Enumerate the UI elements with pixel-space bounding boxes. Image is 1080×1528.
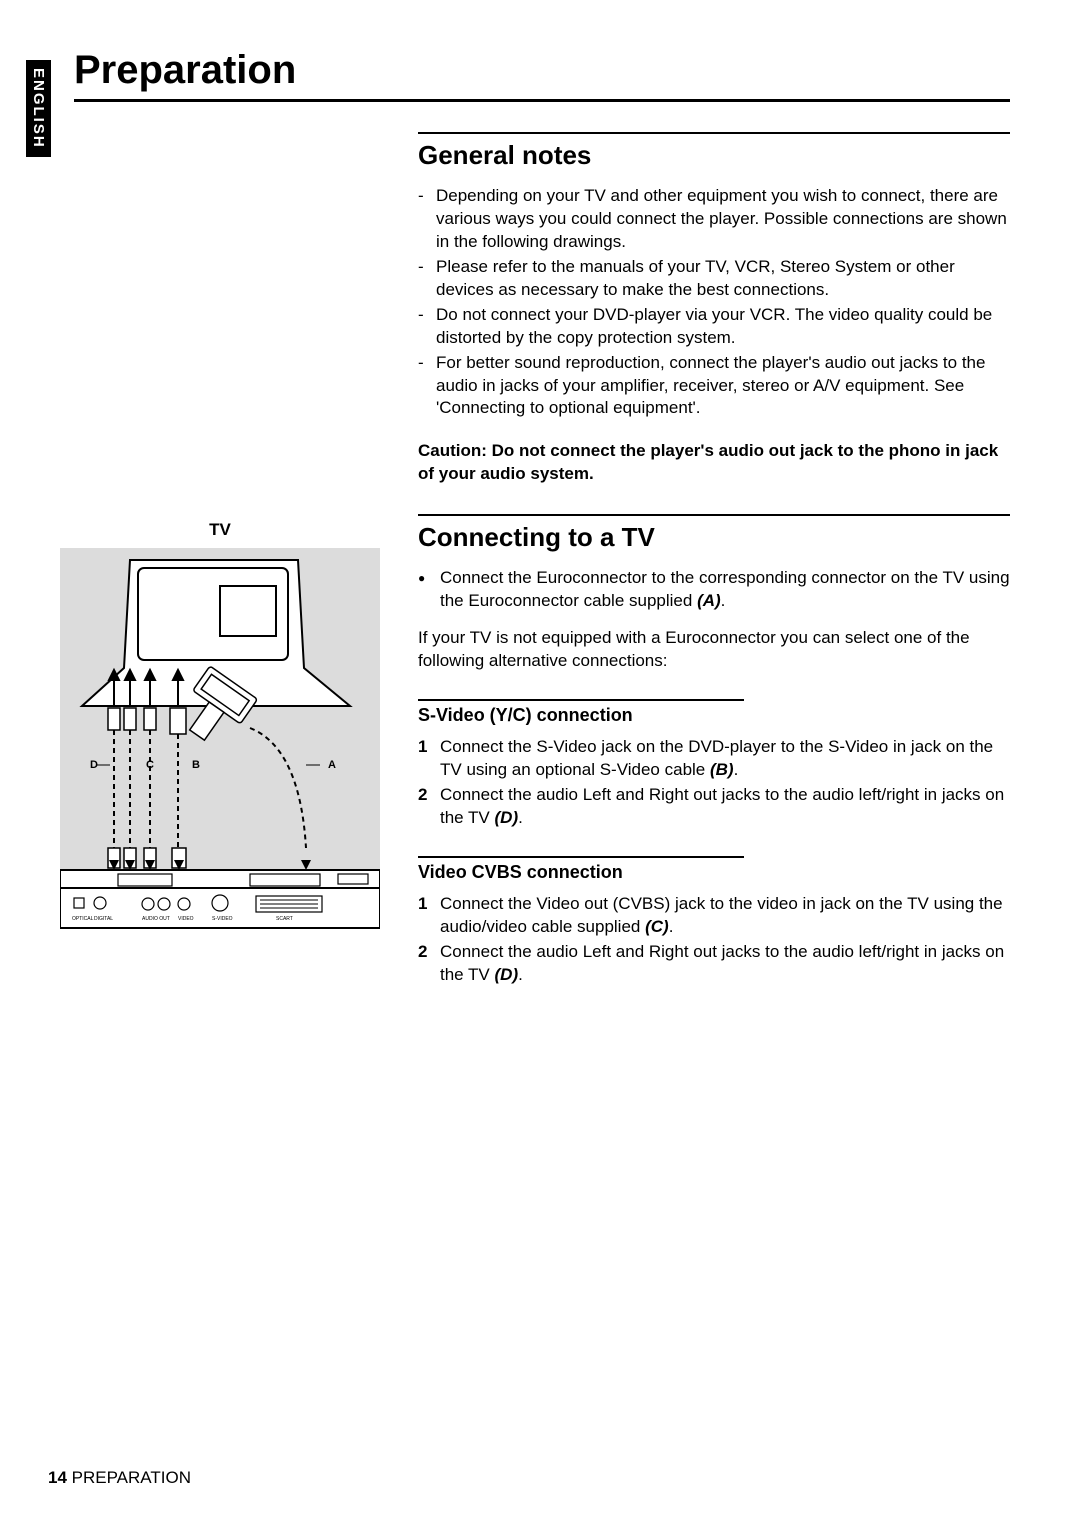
connection-diagram: TV D bbox=[60, 520, 380, 950]
list-item: Connect the audio Left and Right out jac… bbox=[418, 941, 1010, 987]
list-item: Connect the audio Left and Right out jac… bbox=[418, 784, 1010, 830]
diagram-svg: D C B A bbox=[60, 548, 380, 948]
diagram-tv-label: TV bbox=[60, 520, 380, 540]
general-notes-heading: General notes bbox=[418, 132, 1010, 171]
svg-text:VIDEO: VIDEO bbox=[178, 916, 194, 922]
caution-text: Caution: Do not connect the player's aud… bbox=[418, 440, 1010, 486]
cable-ref: (D) bbox=[495, 965, 519, 984]
cable-label-b: B bbox=[192, 759, 200, 771]
svg-text:S-VIDEO: S-VIDEO bbox=[212, 916, 233, 922]
list-item: Connect the Video out (CVBS) jack to the… bbox=[418, 893, 1010, 939]
cable-ref: (B) bbox=[710, 760, 734, 779]
item-tail: . bbox=[734, 760, 739, 779]
svideo-list: Connect the S-Video jack on the DVD-play… bbox=[418, 736, 1010, 830]
item-text: Connect the audio Left and Right out jac… bbox=[440, 942, 1004, 984]
content-column: General notes Depending on your TV and o… bbox=[418, 132, 1010, 987]
cable-ref: (A) bbox=[697, 591, 721, 610]
connecting-tv-heading: Connecting to a TV bbox=[418, 514, 1010, 553]
cvbs-list: Connect the Video out (CVBS) jack to the… bbox=[418, 893, 1010, 987]
list-item: Connect the S-Video jack on the DVD-play… bbox=[418, 736, 1010, 782]
footer-section: PREPARATION bbox=[67, 1468, 191, 1487]
page-footer: 14 PREPARATION bbox=[48, 1468, 191, 1488]
cvbs-heading: Video CVBS connection bbox=[418, 856, 744, 883]
item-tail: . bbox=[518, 965, 523, 984]
list-item: Please refer to the manuals of your TV, … bbox=[418, 256, 1010, 302]
cable-ref: (C) bbox=[645, 917, 669, 936]
svg-text:DIGITAL: DIGITAL bbox=[94, 916, 113, 922]
cable-label-a: A bbox=[328, 759, 336, 771]
language-tab: ENGLISH bbox=[26, 60, 51, 157]
item-tail: . bbox=[721, 591, 726, 610]
svg-text:OPTICAL: OPTICAL bbox=[72, 916, 94, 922]
page-title: Preparation bbox=[74, 48, 1010, 102]
svg-text:SCART: SCART bbox=[276, 916, 293, 922]
item-text: Connect the audio Left and Right out jac… bbox=[440, 785, 1004, 827]
list-item: Do not connect your DVD-player via your … bbox=[418, 304, 1010, 350]
list-item: For better sound reproduction, connect t… bbox=[418, 352, 1010, 421]
item-text: Connect the Video out (CVBS) jack to the… bbox=[440, 894, 1003, 936]
alternative-para: If your TV is not equipped with a Euroco… bbox=[418, 627, 1010, 673]
page-number: 14 bbox=[48, 1468, 67, 1487]
svideo-heading: S-Video (Y/C) connection bbox=[418, 699, 744, 726]
list-item: Connect the Euroconnector to the corresp… bbox=[418, 567, 1010, 613]
euroconnector-list: Connect the Euroconnector to the corresp… bbox=[418, 567, 1010, 613]
cable-ref: (D) bbox=[495, 808, 519, 827]
item-tail: . bbox=[669, 917, 674, 936]
list-item: Depending on your TV and other equipment… bbox=[418, 185, 1010, 254]
svg-text:AUDIO OUT: AUDIO OUT bbox=[142, 916, 170, 922]
item-tail: . bbox=[518, 808, 523, 827]
general-notes-list: Depending on your TV and other equipment… bbox=[418, 185, 1010, 420]
